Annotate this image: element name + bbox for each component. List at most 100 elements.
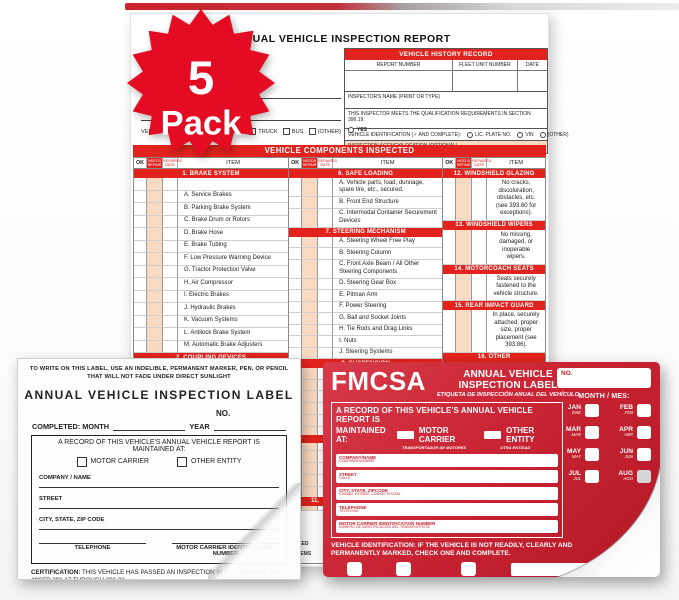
nr-cell[interactable] <box>302 301 319 313</box>
ok-cell[interactable] <box>443 178 457 221</box>
ok-cell[interactable] <box>289 278 303 290</box>
checkbox-icon[interactable] <box>176 456 187 467</box>
nr-cell[interactable] <box>147 315 163 328</box>
radio-icon[interactable] <box>467 131 473 138</box>
fmcsa-field[interactable]: STREET CALLE <box>336 470 558 483</box>
inspector-name-field[interactable]: INSPECTOR'S NAME (PRINT OR TYPE) <box>345 91 547 108</box>
history-empty-row[interactable] <box>345 70 547 91</box>
fmcsa-field[interactable]: MOTOR CARRIER IDENTIFICATION NUMBER NÚMER… <box>336 519 558 533</box>
city-state-zip-field[interactable]: CITY, STATE, ZIP CODE <box>39 517 279 530</box>
ok-cell[interactable] <box>134 178 147 191</box>
ok-cell[interactable] <box>134 190 147 203</box>
vid-checkbox[interactable] <box>346 562 362 577</box>
ok-cell[interactable] <box>134 340 147 353</box>
rd-cell[interactable] <box>163 228 178 241</box>
ok-cell[interactable] <box>289 259 303 279</box>
nr-cell[interactable] <box>302 278 319 290</box>
ok-cell[interactable] <box>134 265 147 278</box>
rd-cell[interactable] <box>163 265 178 278</box>
nr-cell[interactable] <box>456 273 473 301</box>
vid-checkbox[interactable] <box>460 562 476 577</box>
rd-cell[interactable] <box>318 290 334 302</box>
month-checkbox[interactable] <box>585 470 599 483</box>
rd-cell[interactable] <box>472 229 488 265</box>
vid-checkbox[interactable] <box>395 562 411 577</box>
nr-cell[interactable] <box>302 324 319 336</box>
ok-cell[interactable] <box>289 248 303 260</box>
nr-cell[interactable] <box>456 229 473 265</box>
rd-cell[interactable] <box>163 340 178 353</box>
nr-cell[interactable] <box>302 197 319 209</box>
nr-cell[interactable] <box>147 278 163 291</box>
nr-cell[interactable] <box>302 463 319 475</box>
nr-cell[interactable] <box>302 391 319 403</box>
rd-cell[interactable] <box>163 215 178 228</box>
rd-cell[interactable] <box>318 248 334 260</box>
rd-cell[interactable] <box>163 290 178 303</box>
rd-cell[interactable] <box>163 240 178 253</box>
rd-cell[interactable] <box>163 203 178 216</box>
nr-cell[interactable] <box>147 290 163 303</box>
ok-cell[interactable] <box>134 328 147 341</box>
nr-cell[interactable] <box>302 347 319 359</box>
vehicle-type-option[interactable]: BUS <box>282 128 303 135</box>
fmcsa-no-box[interactable]: NO. <box>557 368 651 388</box>
nr-cell[interactable] <box>302 368 319 380</box>
nr-cell[interactable] <box>147 265 163 278</box>
radio-icon[interactable] <box>517 131 524 138</box>
ok-cell[interactable] <box>134 303 147 316</box>
nr-cell[interactable] <box>302 415 319 427</box>
nr-cell[interactable] <box>147 340 163 353</box>
month-checkbox[interactable] <box>637 404 651 417</box>
ok-cell[interactable] <box>443 229 457 265</box>
nr-cell[interactable] <box>302 290 319 302</box>
nr-cell[interactable] <box>302 403 319 415</box>
month-line[interactable] <box>113 423 186 431</box>
ok-cell[interactable] <box>443 310 457 353</box>
ok-cell[interactable] <box>134 315 147 328</box>
rd-cell[interactable] <box>163 315 178 328</box>
month-checkbox[interactable] <box>585 404 599 417</box>
rd-cell[interactable] <box>318 301 334 313</box>
nr-cell[interactable] <box>302 236 319 248</box>
yes-option[interactable]: YES <box>348 127 544 133</box>
ok-cell[interactable] <box>289 236 303 248</box>
rd-cell[interactable] <box>163 178 178 191</box>
fmcsa-field[interactable]: COMPANY/NAME COMPAÑÍA/NOMBRE <box>336 453 558 467</box>
ok-cell[interactable] <box>289 301 303 313</box>
nr-cell[interactable] <box>302 259 319 279</box>
ok-cell[interactable] <box>289 290 303 302</box>
nr-cell[interactable] <box>147 203 163 216</box>
nr-cell[interactable] <box>147 328 163 341</box>
ok-cell[interactable] <box>134 253 147 266</box>
checkbox-icon[interactable] <box>76 456 87 467</box>
checkbox-icon[interactable] <box>308 128 316 135</box>
rd-cell[interactable] <box>318 236 334 248</box>
month-checkbox[interactable] <box>637 448 651 461</box>
rd-cell[interactable] <box>318 347 334 359</box>
ok-cell[interactable] <box>443 273 457 301</box>
fmcsa-field[interactable]: CITY, STATE, ZIPCODE CIUDAD, ESTADO, CÓDI… <box>336 486 558 500</box>
month-checkbox[interactable] <box>637 426 651 439</box>
vehicle-type-option[interactable]: (OTHER) <box>308 128 341 135</box>
ok-cell[interactable] <box>289 336 303 348</box>
nr-cell[interactable] <box>302 178 319 197</box>
vehicle-id-option[interactable]: LIC. PLATE NO. <box>467 131 511 138</box>
nr-cell[interactable] <box>147 240 163 253</box>
rd-cell[interactable] <box>472 178 488 221</box>
rd-cell[interactable] <box>318 259 334 279</box>
ok-cell[interactable] <box>289 324 303 336</box>
street-field[interactable]: STREET <box>39 496 279 509</box>
nr-cell[interactable] <box>302 208 319 228</box>
nr-cell[interactable] <box>302 379 319 391</box>
nr-cell[interactable] <box>302 313 319 325</box>
motor-carrier-checkbox[interactable] <box>397 431 414 439</box>
month-checkbox[interactable] <box>585 448 599 461</box>
checkbox-icon[interactable] <box>282 128 290 135</box>
fmcsa-field[interactable]: TELEPHONE TELÉFONO <box>336 503 558 516</box>
nr-cell[interactable] <box>456 310 473 353</box>
rd-cell[interactable] <box>318 178 334 197</box>
month-checkbox[interactable] <box>637 470 651 483</box>
maintained-option[interactable]: OTHER ENTITY <box>176 456 242 467</box>
vehicle-id-option[interactable]: (OTHER) <box>539 131 569 138</box>
